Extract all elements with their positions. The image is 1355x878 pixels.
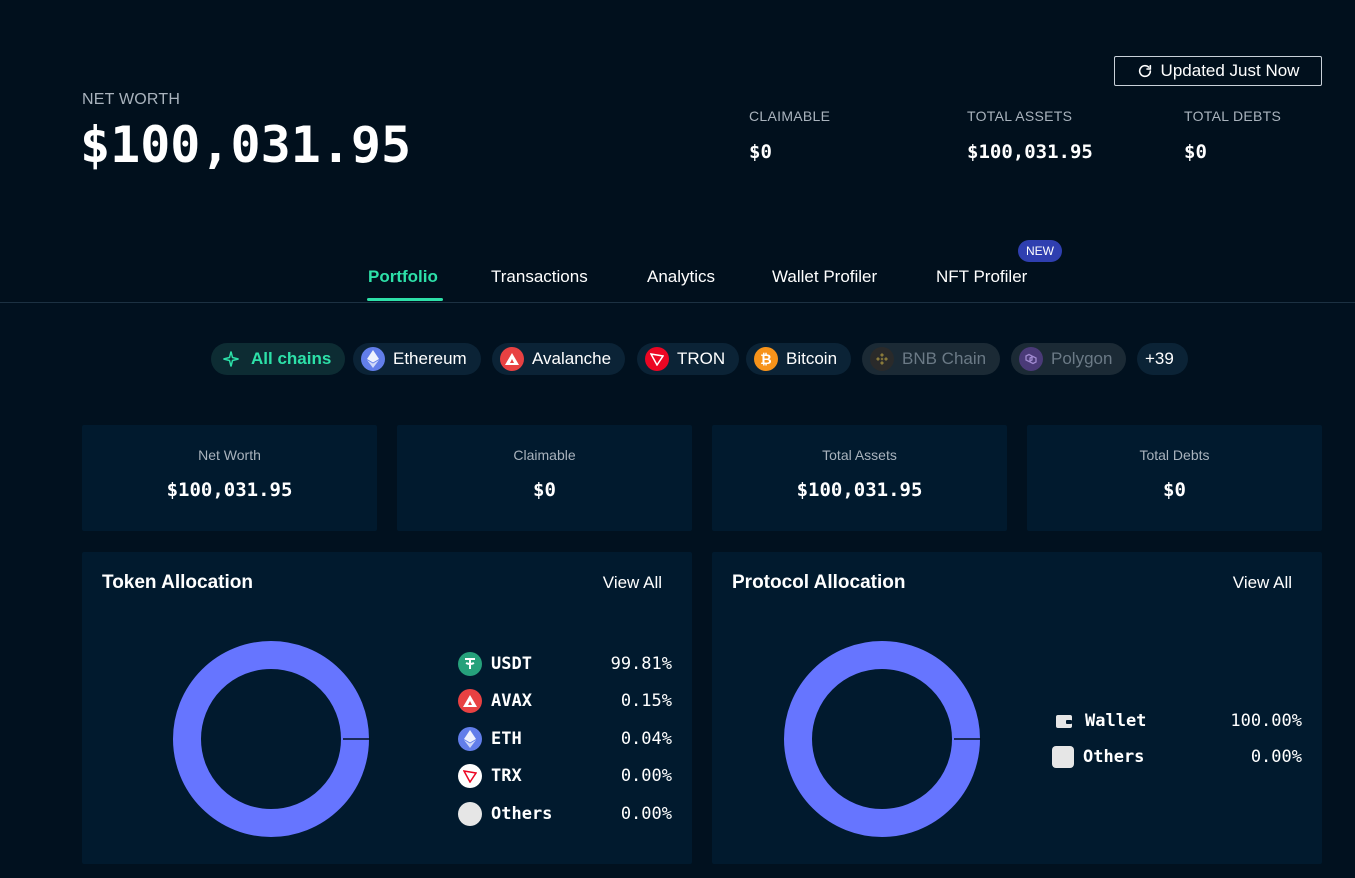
legend-percent: 0.00% xyxy=(620,766,672,786)
chain-chip-label: Bitcoin xyxy=(786,349,838,368)
chain-chip-all[interactable]: All chains xyxy=(211,343,346,375)
bnb-icon xyxy=(870,347,894,371)
donut-segment xyxy=(784,641,980,837)
stat-value: $100,031.95 xyxy=(967,141,1093,163)
summary-card-claimable: Claimable $0 xyxy=(397,425,692,531)
chain-filter: All chains Ethereum Avalanche TRON ₿ Bit… xyxy=(0,343,1355,375)
new-badge: NEW xyxy=(1018,240,1062,262)
summary-value: $100,031.95 xyxy=(166,479,293,501)
net-worth-value: $100,031.95 xyxy=(80,116,412,174)
legend-percent: 0.15% xyxy=(620,691,672,711)
summary-card-total-assets: Total Assets $100,031.95 xyxy=(712,425,1007,531)
usdt-icon xyxy=(458,652,482,676)
legend-name: Others xyxy=(491,804,553,824)
chain-chip-label: BNB Chain xyxy=(902,349,987,368)
legend-item-usdt[interactable]: USDT 99.81% xyxy=(458,652,672,676)
summary-label: Claimable xyxy=(513,447,576,463)
legend-name: Others xyxy=(1083,747,1145,767)
bitcoin-icon: ₿ xyxy=(754,347,778,371)
chain-chip-bitcoin[interactable]: ₿ Bitcoin xyxy=(746,343,852,375)
legend-percent: 0.00% xyxy=(1250,747,1302,767)
token-allocation-view-all[interactable]: View All xyxy=(602,573,662,592)
refresh-label: Updated Just Now xyxy=(1160,61,1300,80)
legend-item-wallet[interactable]: Wallet 100.00% xyxy=(1052,709,1302,733)
chain-chip-label: Polygon xyxy=(1051,349,1113,368)
legend-name: TRX xyxy=(491,766,522,786)
summary-value: $100,031.95 xyxy=(796,479,923,501)
donut-segment xyxy=(173,641,369,837)
stat-value: $0 xyxy=(1184,141,1207,163)
summary-value: $0 xyxy=(533,479,556,501)
tabs-divider xyxy=(0,302,1355,303)
summary-card-total-debts: Total Debts $0 xyxy=(1027,425,1322,531)
chain-chip-label: Ethereum xyxy=(393,349,467,368)
legend-item-avax[interactable]: AVAX 0.15% xyxy=(458,689,672,713)
chain-chip-label: All chains xyxy=(251,349,332,368)
refresh-button[interactable]: Updated Just Now xyxy=(1114,56,1322,86)
stat-label: CLAIMABLE xyxy=(749,108,831,124)
summary-value: $0 xyxy=(1163,479,1186,501)
summary-label: Total Debts xyxy=(1139,447,1210,463)
legend-name: ETH xyxy=(491,729,522,749)
tron-icon xyxy=(645,347,669,371)
legend-percent: 0.00% xyxy=(620,804,672,824)
tab-wallet-profiler[interactable]: Wallet Profiler xyxy=(772,267,878,286)
net-worth-header: NET WORTH $100,031.95 Updated Just Now C… xyxy=(0,0,1355,302)
others-icon xyxy=(1052,746,1074,768)
avalanche-icon xyxy=(458,689,482,713)
total-assets-stat: TOTAL ASSETS $100,031.95 xyxy=(967,108,1093,163)
token-allocation-donut xyxy=(173,641,370,837)
chain-chip-more[interactable]: +39 xyxy=(1137,343,1188,375)
summary-label: Total Assets xyxy=(822,447,897,463)
total-debts-stat: TOTAL DEBTS $0 xyxy=(1184,108,1281,163)
stat-value: $0 xyxy=(749,141,772,163)
stat-label: TOTAL DEBTS xyxy=(1184,108,1282,124)
chain-chip-tron[interactable]: TRON xyxy=(637,343,740,375)
chain-chip-polygon[interactable]: Polygon xyxy=(1011,343,1127,375)
chain-chip-avalanche[interactable]: Avalanche xyxy=(492,343,626,375)
tab-portfolio[interactable]: Portfolio xyxy=(368,267,438,286)
chain-chip-bnb[interactable]: BNB Chain xyxy=(862,343,1001,375)
token-allocation-title: Token Allocation xyxy=(102,572,253,593)
active-tab-indicator xyxy=(367,298,443,301)
wallet-icon xyxy=(1052,709,1076,733)
stat-label: TOTAL ASSETS xyxy=(967,108,1073,124)
protocol-allocation-view-all[interactable]: View All xyxy=(1232,573,1292,592)
legend-item-others[interactable]: Others 0.00% xyxy=(458,802,672,826)
main-tabs: Portfolio Transactions Analytics Wallet … xyxy=(0,255,1355,303)
claimable-stat: CLAIMABLE $0 xyxy=(749,108,830,163)
chain-chip-label: Avalanche xyxy=(532,349,612,368)
legend-percent: 100.00% xyxy=(1230,711,1302,731)
avalanche-icon xyxy=(500,347,524,371)
net-worth-label: NET WORTH xyxy=(82,91,181,108)
chain-chip-label: +39 xyxy=(1145,349,1174,368)
legend-percent: 0.04% xyxy=(620,729,672,749)
ethereum-icon xyxy=(361,347,385,371)
tron-icon xyxy=(458,764,482,788)
summary-card-net-worth: Net Worth $100,031.95 xyxy=(82,425,377,531)
legend-item-eth[interactable]: ETH 0.04% xyxy=(458,727,672,751)
sparkle-icon xyxy=(219,347,243,371)
legend-name: AVAX xyxy=(491,691,532,711)
others-icon xyxy=(458,802,482,826)
protocol-allocation-title: Protocol Allocation xyxy=(732,572,906,593)
legend-item-trx[interactable]: TRX 0.00% xyxy=(458,764,672,788)
tab-transactions[interactable]: Transactions xyxy=(491,267,588,286)
protocol-allocation-card: Protocol Allocation View All Wallet 100.… xyxy=(712,552,1322,864)
chain-chip-ethereum[interactable]: Ethereum xyxy=(353,343,481,375)
ethereum-icon xyxy=(458,727,482,751)
tab-analytics[interactable]: Analytics xyxy=(647,267,716,286)
refresh-icon xyxy=(1138,64,1151,78)
tab-nft-profiler[interactable]: NFT Profiler xyxy=(936,267,1028,286)
polygon-icon xyxy=(1019,347,1043,371)
legend-percent: 99.81% xyxy=(610,654,672,674)
legend-name: USDT xyxy=(491,654,532,674)
legend-item-others[interactable]: Others 0.00% xyxy=(1052,746,1302,768)
protocol-allocation-donut xyxy=(784,641,981,837)
legend-name: Wallet xyxy=(1085,711,1147,731)
chain-chip-label: TRON xyxy=(677,349,726,368)
token-allocation-card: Token Allocation View All USDT 99.81% AV… xyxy=(82,552,692,864)
summary-label: Net Worth xyxy=(198,447,261,463)
